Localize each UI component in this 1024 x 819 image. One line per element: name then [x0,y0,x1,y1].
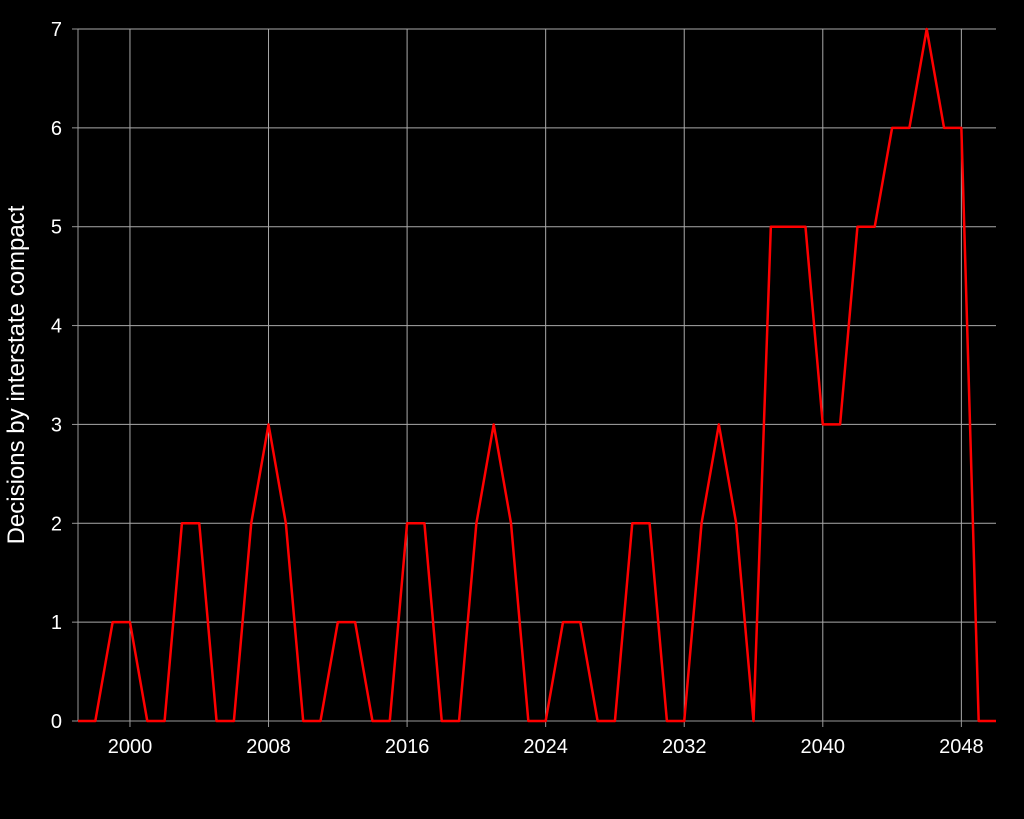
x-tick-label: 2000 [108,736,153,758]
chart-background [0,0,1024,819]
y-tick-label: 0 [51,711,62,733]
x-tick-label: 2024 [523,736,568,758]
y-tick-label: 7 [51,19,62,41]
y-axis-label: Decisions by interstate compact [3,205,30,544]
x-tick-label: 2008 [246,736,291,758]
y-tick-label: 6 [51,118,62,140]
y-tick-label: 1 [51,612,62,634]
y-tick-label: 4 [51,316,62,338]
y-tick-label: 3 [51,414,62,436]
x-tick-label: 2040 [801,736,846,758]
line-chart: 2000 2008 2016 2024 2032 2040 2048 0 1 2 3 4 5 6 7 Deci… [0,0,1024,819]
y-tick-label: 5 [51,217,62,239]
y-tick-label: 2 [51,513,62,535]
x-tick-label: 2048 [939,736,984,758]
x-tick-label: 2032 [662,736,707,758]
x-tick-label: 2016 [385,736,430,758]
